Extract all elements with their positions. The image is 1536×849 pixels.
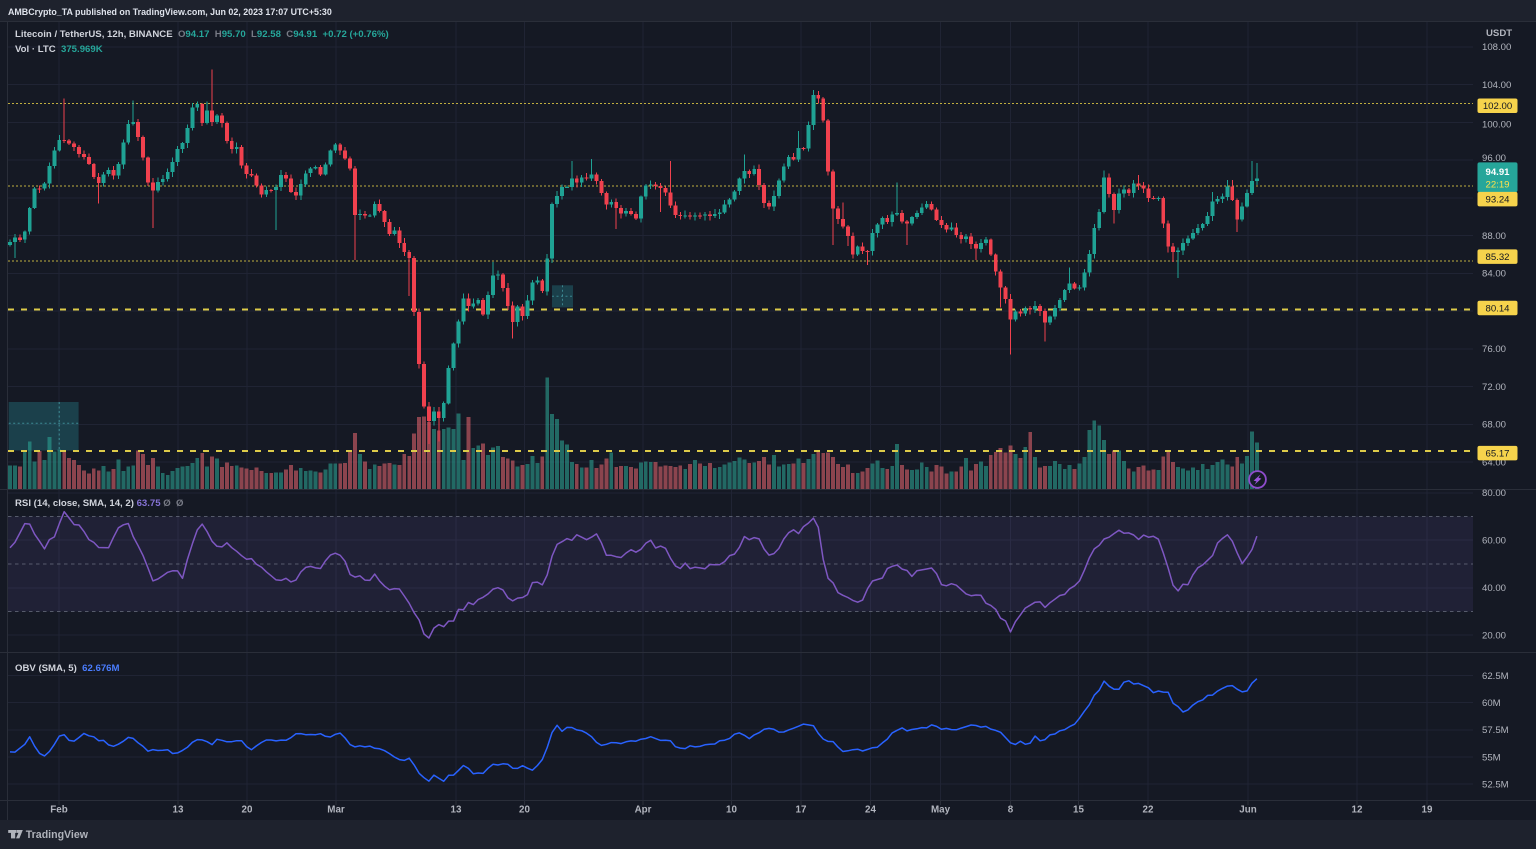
- svg-text:20: 20: [519, 805, 530, 816]
- svg-text:20: 20: [242, 805, 253, 816]
- svg-text:13: 13: [451, 805, 462, 816]
- svg-text:AMBCrypto_TA published on Trad: AMBCrypto_TA published on TradingView.co…: [8, 7, 332, 17]
- svg-text:108.00: 108.00: [1482, 42, 1511, 53]
- svg-text:24: 24: [865, 805, 876, 816]
- svg-text:76.00: 76.00: [1482, 344, 1506, 355]
- svg-text:Apr: Apr: [635, 805, 652, 816]
- svg-text:40.00: 40.00: [1482, 583, 1506, 594]
- svg-text:94.91: 94.91: [1485, 167, 1510, 178]
- svg-text:68.00: 68.00: [1482, 420, 1506, 431]
- svg-text:Jun: Jun: [1239, 805, 1256, 816]
- svg-text:93.24: 93.24: [1485, 195, 1510, 206]
- svg-text:22: 22: [1143, 805, 1154, 816]
- svg-text:52.5M: 52.5M: [1482, 780, 1509, 791]
- svg-text:102.00: 102.00: [1483, 101, 1512, 112]
- svg-text:19: 19: [1422, 805, 1433, 816]
- svg-text:13: 13: [173, 805, 184, 816]
- svg-text:57.5M: 57.5M: [1482, 725, 1509, 736]
- svg-text:88.00: 88.00: [1482, 231, 1506, 242]
- svg-text:96.00: 96.00: [1482, 153, 1506, 164]
- svg-text:Vol · LTC 375.969K: Vol · LTC 375.969K: [15, 44, 103, 55]
- svg-text:8: 8: [1008, 805, 1014, 816]
- svg-text:17: 17: [796, 805, 807, 816]
- svg-text:100.00: 100.00: [1482, 119, 1511, 130]
- svg-text:RSI (14, close, SMA, 14, 2) 63: RSI (14, close, SMA, 14, 2) 63.75 Ø Ø: [15, 498, 184, 509]
- svg-text:20.00: 20.00: [1482, 631, 1506, 642]
- svg-text:12: 12: [1352, 805, 1363, 816]
- svg-text:Litecoin / TetherUS, 12h, BINA: Litecoin / TetherUS, 12h, BINANCE O94.17…: [15, 29, 389, 40]
- svg-text:10: 10: [726, 805, 737, 816]
- svg-text:60M: 60M: [1482, 698, 1501, 709]
- svg-text:TradingView: TradingView: [26, 829, 89, 841]
- svg-text:104.00: 104.00: [1482, 80, 1511, 91]
- svg-text:62.5M: 62.5M: [1482, 671, 1509, 682]
- svg-text:22:19: 22:19: [1485, 180, 1509, 191]
- svg-text:60.00: 60.00: [1482, 536, 1506, 547]
- svg-text:84.00: 84.00: [1482, 269, 1506, 280]
- svg-text:55M: 55M: [1482, 752, 1501, 763]
- svg-text:85.32: 85.32: [1485, 252, 1509, 263]
- svg-text:15: 15: [1073, 805, 1084, 816]
- svg-text:72.00: 72.00: [1482, 382, 1506, 393]
- svg-text:80.14: 80.14: [1485, 303, 1510, 314]
- svg-text:65.17: 65.17: [1485, 449, 1509, 460]
- svg-text:OBV (SMA, 5) 62.676M: OBV (SMA, 5) 62.676M: [15, 663, 120, 674]
- svg-text:64.00: 64.00: [1482, 458, 1506, 469]
- svg-text:80.00: 80.00: [1482, 488, 1506, 499]
- svg-text:May: May: [931, 805, 951, 816]
- svg-text:USDT: USDT: [1486, 28, 1512, 39]
- svg-text:Feb: Feb: [50, 805, 67, 816]
- svg-text:Mar: Mar: [327, 805, 345, 816]
